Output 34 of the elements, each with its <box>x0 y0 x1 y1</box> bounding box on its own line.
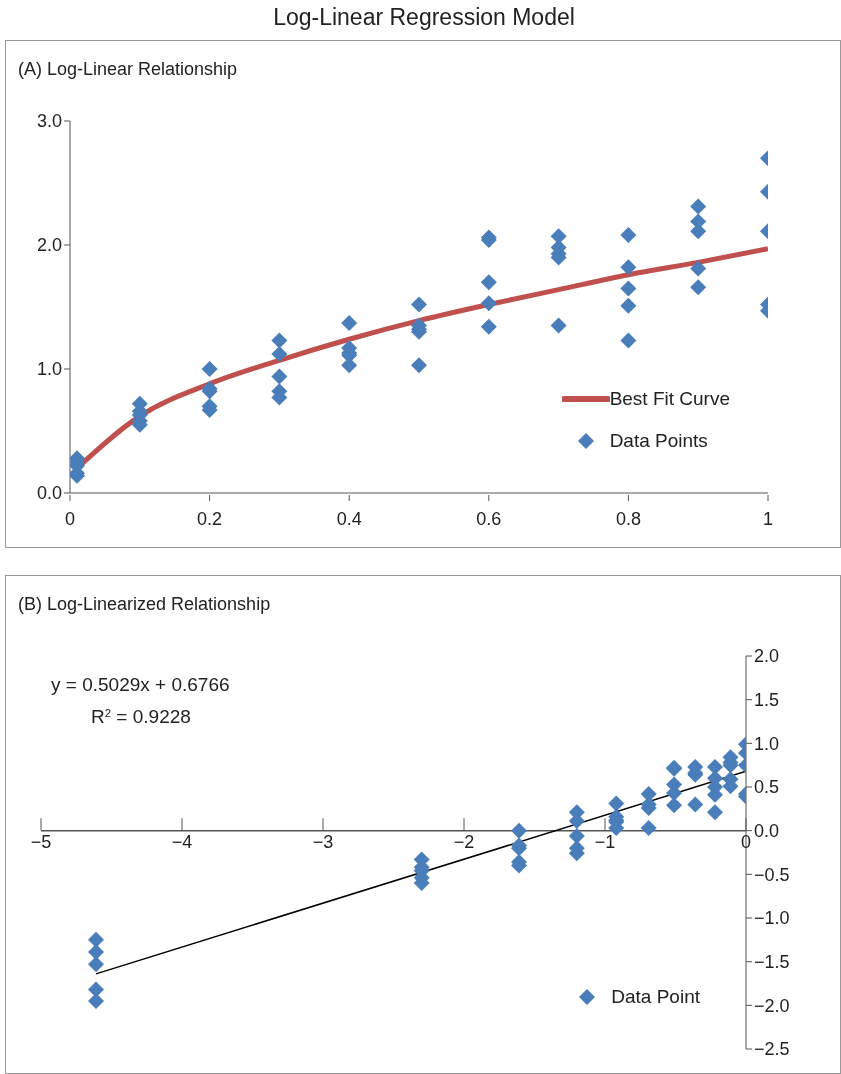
legend-label: Data Point <box>611 986 700 1008</box>
y-tick-label: −2.0 <box>754 995 790 1016</box>
y-tick-label: 0.5 <box>754 777 780 798</box>
y-tick-label: 1.0 <box>754 733 780 754</box>
y-tick-label: 1.0 <box>36 359 62 380</box>
chart-title: (B) Log-Linearized Relationship <box>18 594 271 615</box>
y-tick-label: 2.0 <box>36 235 62 256</box>
x-tick-label: 1 <box>762 509 774 529</box>
annotation: R$^{2}$ = 0.9228 <box>91 706 191 727</box>
annotation: y = 0.5029x + 0.6766 <box>51 674 230 695</box>
chart-subtitle: (A) Log-Linear Relationship <box>18 59 238 80</box>
chart-title: Log-Linear Regression Model <box>272 4 576 31</box>
x-tick-label: 0 <box>740 832 752 853</box>
x-tick-label: 0.6 <box>476 509 502 529</box>
y-tick-label: 0.0 <box>36 483 62 504</box>
x-tick-label: −4 <box>171 832 193 853</box>
x-tick-label: −5 <box>30 832 52 853</box>
x-tick-label: −2 <box>453 832 475 853</box>
x-tick-label: 0.8 <box>615 509 641 529</box>
x-tick-label: 0.2 <box>197 509 223 529</box>
y-tick-label: −0.5 <box>754 864 790 885</box>
y-tick-label: −1.0 <box>754 908 790 929</box>
x-tick-label: 0 <box>64 509 76 529</box>
y-tick-label: −1.5 <box>754 952 790 973</box>
x-tick-label: −1 <box>594 832 616 853</box>
legend-label: Best Fit Curve <box>609 388 730 410</box>
y-tick-label: −2.5 <box>754 1039 790 1060</box>
y-tick-label: 3.0 <box>36 111 62 132</box>
y-tick-label: 1.5 <box>754 690 780 711</box>
y-tick-label: 2.0 <box>754 646 780 667</box>
x-tick-label: 0.4 <box>336 509 362 529</box>
y-tick-label: 0.0 <box>754 821 780 842</box>
legend-label: Data Points <box>609 430 708 452</box>
x-tick-label: −3 <box>312 832 334 853</box>
